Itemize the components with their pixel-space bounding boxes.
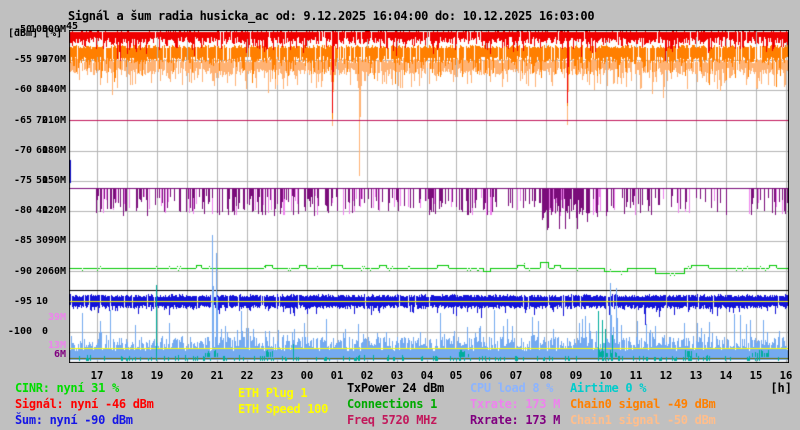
y-tick-label: 90M <box>47 235 66 246</box>
legend-item-sum: Šum: nyní -90 dBm <box>15 412 133 427</box>
y-axis-row: -95 10 <box>0 297 66 307</box>
y-axis-row: -100 0 <box>0 327 66 337</box>
y-tick-label: 10 <box>35 296 48 307</box>
x-tick-label: 18 <box>120 370 134 382</box>
y-tick-label: -85 <box>13 235 32 246</box>
y-tick-label: 300M <box>41 24 66 35</box>
y-axis-unit-label: [dBm] [%] <box>8 28 63 39</box>
y-tick-label: 100 <box>30 24 49 35</box>
y-tick-label: 80 <box>35 84 48 95</box>
y-tick-label: 40 <box>35 205 48 216</box>
y-tick-label: 240M <box>41 84 66 95</box>
legend-item-eth-speed: ETH Speed 100 <box>238 401 329 416</box>
y-tick-label: 60 <box>35 145 48 156</box>
y-axis-top-label: 45 <box>65 21 78 32</box>
x-tick-label: 20 <box>180 370 194 382</box>
legend-column-radio: TxPower 24 dBm Connections 1 Freq 5720 MHz <box>347 381 444 428</box>
x-tick-label: 11 <box>629 370 643 382</box>
x-tick-label: 19 <box>150 370 164 382</box>
legend-item-txrate: Txrate: 173 M <box>470 396 561 411</box>
y-tick-label: -95 <box>13 296 32 307</box>
x-tick-label: 07 <box>509 370 523 382</box>
y-axis-row: -85 30 90M <box>0 236 66 246</box>
y-tick-label: -90 <box>13 266 32 277</box>
x-tick-label: 15 <box>749 370 763 382</box>
legend-item-cpu: CPU load 8 % <box>470 381 554 395</box>
rate-mark-label: 6M <box>53 349 66 360</box>
y-tick-label: 90 <box>35 54 48 65</box>
y-axis-row: -60 80 240M <box>0 85 66 95</box>
y-tick-label: 30 <box>35 235 48 246</box>
x-tick-label: 01 <box>330 370 344 382</box>
y-tick-label: 270M <box>41 54 66 65</box>
legend-item-airtime: Airtime 0 % <box>570 381 647 395</box>
y-tick-label: 0 <box>41 326 48 337</box>
x-tick-label: 06 <box>479 370 493 382</box>
x-tick-label: 10 <box>599 370 613 382</box>
y-tick-label: -65 <box>13 115 32 126</box>
x-tick-label: 14 <box>719 370 733 382</box>
y-tick-label: 70 <box>35 115 48 126</box>
y-tick-label: 180M <box>41 145 66 156</box>
x-tick-label: 04 <box>420 370 434 382</box>
legend-item-eth-plug: ETH Plug 1 <box>238 386 308 400</box>
rate-mark-label: 39M <box>47 312 66 323</box>
x-tick-label: 23 <box>270 370 284 382</box>
x-tick-label: 13 <box>689 370 703 382</box>
y-tick-label: -70 <box>13 145 32 156</box>
x-tick-label: 03 <box>390 370 404 382</box>
y-axis-row: -65 70 210M <box>0 116 66 126</box>
x-tick-label: 12 <box>659 370 673 382</box>
y-tick-label: 50 <box>35 175 48 186</box>
legend-item-connections: Connections 1 <box>347 396 438 411</box>
y-tick-label: 120M <box>41 205 66 216</box>
y-axis-row: -70 60 180M <box>0 146 66 156</box>
x-tick-label: 00 <box>300 370 314 382</box>
x-tick-label: 09 <box>569 370 583 382</box>
y-tick-label: 210M <box>41 115 66 126</box>
y-axis-row: -75 50 150M <box>0 176 66 186</box>
x-axis-unit-label: [h] <box>770 381 792 395</box>
y-axis-row: -55 90 270M <box>0 55 66 65</box>
y-tick-label: -100 <box>7 326 32 337</box>
legend-column-chains: Airtime 0 % Chain0 signal -49 dBm Chain1 s… <box>570 381 716 428</box>
legend-item-cinr: CINR: nyní 31 % <box>15 381 119 395</box>
x-tick-label: 22 <box>240 370 254 382</box>
x-tick-label: 21 <box>210 370 224 382</box>
legend-item-freq: Freq 5720 MHz <box>347 412 438 427</box>
y-tick-label: -75 <box>13 175 32 186</box>
legend-column-now-values: CINR: nyní 31 % Signál: nyní -46 dBm Šum: … <box>15 381 154 428</box>
y-tick-label: 60M <box>47 266 66 277</box>
legend-item-signal: Signál: nyní -46 dBm <box>15 396 154 411</box>
legend-item-chain0: Chain0 signal -49 dBm <box>570 396 716 411</box>
y-axis-row: -90 20 60M <box>0 267 66 277</box>
y-tick-label: -60 <box>13 84 32 95</box>
x-tick-label: 05 <box>449 370 463 382</box>
chart-canvas <box>69 30 789 363</box>
y-tick-label: -50 <box>13 24 32 35</box>
y-tick-label: 20 <box>35 266 48 277</box>
y-tick-label: 150M <box>41 175 66 186</box>
x-tick-label: 02 <box>360 370 374 382</box>
y-tick-label: -80 <box>13 205 32 216</box>
graph-title: Signál a šum radia husicka_ac od: 9.12.2… <box>68 9 595 23</box>
legend-item-txpower: TxPower 24 dBm <box>347 381 444 395</box>
rate-mark-label: 13M <box>47 340 66 351</box>
x-tick-label: 08 <box>539 370 553 382</box>
y-tick-label: -55 <box>13 54 32 65</box>
x-tick-label: 16 <box>779 370 793 382</box>
legend-item-chain1: Chain1 signal -50 dBm <box>570 412 716 427</box>
x-tick-label: 17 <box>90 370 104 382</box>
y-axis-row: -80 40 120M <box>0 206 66 216</box>
y-axis-row: -50 100 300M <box>0 25 66 35</box>
legend-column-eth: ETH Plug 1 ETH Speed 100 <box>238 386 328 418</box>
legend-column-rates: CPU load 8 % Txrate: 173 M Rxrate: 173 M <box>470 381 560 428</box>
legend-item-rxrate: Rxrate: 173 M <box>470 412 561 427</box>
